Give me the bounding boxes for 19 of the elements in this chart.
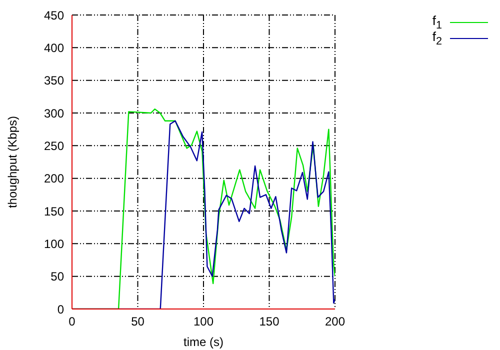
x-tick-label: 100	[193, 314, 214, 329]
x-tick-label: 50	[131, 314, 145, 329]
x-tick-label: 0	[68, 314, 76, 329]
x-axis-title: time (s)	[184, 335, 224, 349]
y-tick-label: 0	[57, 302, 64, 316]
legend-label: f$_{1}$	[431, 12, 442, 32]
y-axis-title: thoughput (Kbps)	[5, 116, 20, 208]
y-tick-label: 250	[44, 138, 64, 153]
y-tick-label: 400	[44, 40, 64, 55]
y-tick-label: 450	[44, 8, 64, 22]
x-tick-label: 150	[259, 314, 280, 329]
legend-label: f$_{2}$	[431, 28, 442, 48]
x-tick-label: 200	[324, 314, 346, 329]
y-tick-label: 350	[44, 74, 64, 88]
y-tick-label: 150	[44, 204, 64, 218]
y-tick-label: 200	[44, 172, 64, 186]
y-tick-label: 50	[50, 270, 64, 284]
y-tick-label: 100	[44, 236, 64, 251]
y-tick-label: 300	[44, 106, 64, 120]
